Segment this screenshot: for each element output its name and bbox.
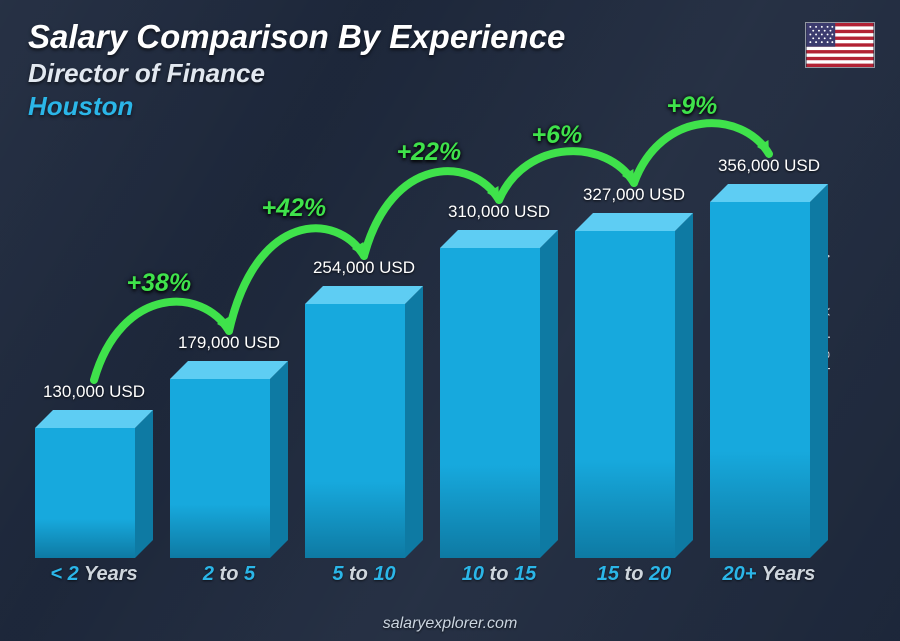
footer-credit: salaryexplorer.com <box>0 615 900 633</box>
pct-increase-label: +22% <box>397 138 462 167</box>
bar <box>575 213 693 558</box>
main-title: Salary Comparison By Experience <box>28 18 565 56</box>
x-axis-label: 2 to 5 <box>170 563 288 586</box>
usa-flag-icon <box>805 22 875 68</box>
pct-increase-label: +6% <box>532 121 583 150</box>
pct-increase-label: +9% <box>667 92 718 121</box>
x-axis-label: 20+ Years <box>710 563 828 586</box>
infographic-stage: { "header": { "title": "Salary Compariso… <box>0 0 900 641</box>
x-axis-label: 5 to 10 <box>305 563 423 586</box>
bar <box>710 184 828 558</box>
x-axis-label: < 2 Years <box>35 563 153 586</box>
bar-chart: 130,000 USD< 2 Years179,000 USD2 to 5254… <box>35 66 855 586</box>
x-axis-label: 15 to 20 <box>575 563 693 586</box>
x-axis-label: 10 to 15 <box>440 563 558 586</box>
pct-increase-label: +38% <box>127 269 192 298</box>
bar <box>35 410 153 558</box>
bar <box>440 230 558 558</box>
pct-increase-label: +42% <box>262 194 327 223</box>
